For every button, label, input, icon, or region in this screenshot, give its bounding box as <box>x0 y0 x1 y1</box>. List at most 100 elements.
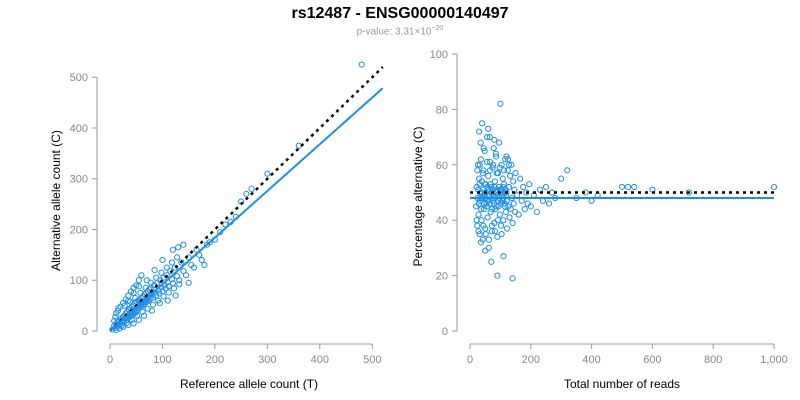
left-data-point <box>137 289 144 297</box>
right-data-point <box>479 120 486 127</box>
left-y-tick-label: 0 <box>82 326 88 338</box>
right-data-point <box>480 167 487 174</box>
left-data-point <box>198 256 205 264</box>
right-data-point <box>477 156 485 163</box>
left-y-tick-label: 200 <box>70 224 88 236</box>
right-x-tick-label: 600 <box>643 354 661 366</box>
right-data-point <box>500 181 508 188</box>
left-y-tick-label: 500 <box>70 72 88 84</box>
right-x-tick-label: 400 <box>582 354 600 366</box>
right-data-point <box>497 100 504 107</box>
right-data-point <box>485 172 492 179</box>
right-data-point <box>484 214 491 221</box>
left-data-point <box>165 283 172 290</box>
right-data-point <box>502 208 509 215</box>
right-data-point <box>624 183 632 191</box>
left-data-point <box>134 312 141 319</box>
left-data-point <box>140 312 148 319</box>
left-x-tick-label: 500 <box>363 354 381 366</box>
right-data-point <box>480 145 487 152</box>
left-data-point <box>176 277 183 284</box>
left-data-point <box>146 286 153 293</box>
left-data-point <box>178 259 185 266</box>
right-x-tick-label: 200 <box>522 354 540 366</box>
right-data-point <box>509 275 516 282</box>
right-data-point <box>479 170 486 177</box>
right-x-tick-label: 800 <box>704 354 722 366</box>
right-data-point <box>488 258 495 265</box>
right-data-point <box>488 222 495 229</box>
right-y-tick-label: 80 <box>436 104 448 116</box>
left-x-tick-label: 200 <box>206 354 224 366</box>
right-data-point <box>492 150 499 157</box>
left-data-point <box>248 185 255 192</box>
right-data-point <box>507 206 514 213</box>
right-data-point <box>477 239 485 246</box>
left-data-point <box>149 294 157 301</box>
left-data-point <box>182 272 190 279</box>
left-data-point <box>162 285 169 292</box>
left-data-point <box>115 305 122 312</box>
right-data-point <box>503 225 511 232</box>
right-data-point <box>485 236 492 243</box>
left-data-point <box>174 254 181 261</box>
left-data-point <box>126 298 134 305</box>
right-data-point <box>517 175 524 182</box>
left-data-point <box>165 289 172 296</box>
left-data-point <box>153 274 160 281</box>
left-data-point <box>206 239 213 246</box>
left-fit-line <box>109 87 384 332</box>
figure-title: rs12487 - ENSG00000140497 <box>291 5 509 22</box>
right-data-point <box>480 222 487 229</box>
right-x-tick-label: 1,000 <box>760 354 788 366</box>
right-y-tick-label: 100 <box>430 49 448 61</box>
right-data-point <box>491 228 499 235</box>
right-data-point <box>512 170 519 177</box>
right-data-point <box>485 244 492 251</box>
left-data-point <box>358 61 365 68</box>
right-data-point <box>474 222 481 229</box>
left-data-point <box>113 310 120 317</box>
right-data-point <box>500 217 507 224</box>
right-data-point <box>510 178 517 185</box>
right-data-point <box>486 167 494 174</box>
left-reference-line <box>109 66 384 332</box>
right-data-point <box>505 161 513 168</box>
right-data-point <box>482 247 489 254</box>
left-data-point <box>201 261 208 269</box>
right-data-point <box>511 208 519 215</box>
right-data-point <box>499 175 506 182</box>
right-data-point <box>494 272 501 279</box>
right-data-point <box>558 175 565 182</box>
right-data-point <box>500 167 508 174</box>
left-y-tick-label: 300 <box>70 174 88 186</box>
left-y-axis-title: Alternative allele count (C) <box>49 130 63 271</box>
left-data-point <box>185 279 192 286</box>
right-y-axis-title: Percentage alternative (C) <box>411 126 425 266</box>
right-data-point <box>685 189 692 196</box>
right-y-tick-label: 40 <box>436 215 448 227</box>
right-data-point <box>486 134 493 141</box>
left-y-tick-label: 400 <box>70 123 88 135</box>
right-data-point <box>476 161 483 168</box>
right-data-point <box>483 134 491 141</box>
subtitle-prefix: p-value: 3.31×10 <box>356 26 432 38</box>
left-data-point <box>160 293 167 300</box>
left-data-point <box>217 228 224 236</box>
left-data-point <box>139 308 146 315</box>
left-data-point <box>121 302 128 309</box>
left-data-point <box>175 244 182 251</box>
left-data-point <box>153 292 160 299</box>
left-data-point <box>138 272 145 279</box>
left-data-point <box>172 292 179 299</box>
right-data-point <box>493 170 500 177</box>
right-data-point <box>536 186 544 193</box>
left-data-point <box>149 301 157 308</box>
left-data-point <box>171 264 179 271</box>
right-data-point <box>475 211 482 218</box>
left-data-point <box>176 281 183 288</box>
left-data-point <box>170 285 178 292</box>
right-data-point <box>493 153 500 160</box>
right-data-point <box>490 161 497 168</box>
right-data-point <box>496 139 503 146</box>
